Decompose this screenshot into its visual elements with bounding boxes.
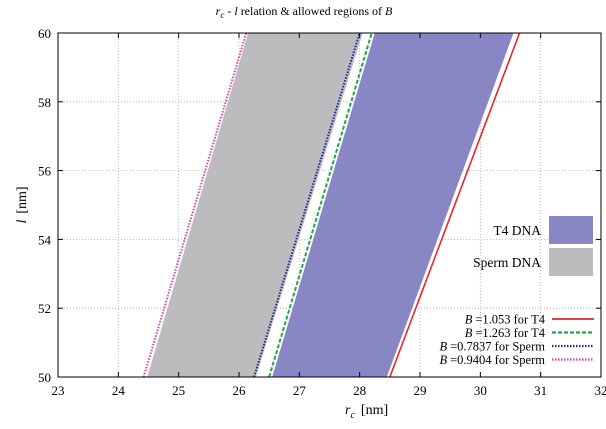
series-line-1 — [389, 32, 521, 378]
y-axis-label: l[nm] — [15, 186, 30, 223]
x-axis-label: rc [nm] — [345, 403, 388, 421]
chart-title: rc - l relation & allowed regions of B — [216, 4, 393, 20]
shaded-regions — [147, 33, 514, 377]
series-lines — [142, 32, 521, 378]
legend-label-line: B =1.263 for T4 — [465, 326, 546, 340]
x-tick-label: 23 — [52, 383, 65, 398]
legend-label-line: B =0.7837 for Sperm — [439, 340, 545, 354]
legend-label-region: Sperm DNA — [473, 255, 541, 270]
x-tick-label: 30 — [474, 383, 487, 398]
x-tick-label: 28 — [353, 383, 366, 398]
y-tick-label: 52 — [38, 301, 51, 316]
y-tick-label: 50 — [38, 370, 51, 385]
legend-label-line: B =1.053 for T4 — [465, 313, 546, 327]
x-tick-label: 31 — [534, 383, 547, 398]
legend: T4 DNA Sperm DNA B =1.053 for T4B =1.263 for… — [439, 216, 594, 367]
x-tick-label: 24 — [112, 383, 126, 398]
legend-swatch-region — [549, 216, 593, 244]
x-tick-label: 29 — [414, 383, 427, 398]
legend-label-line: B =0.9404 for Sperm — [439, 353, 545, 367]
y-tick-label: 58 — [38, 95, 51, 110]
x-tick-label: 27 — [293, 383, 307, 398]
legend-label-region: T4 DNA — [493, 223, 541, 238]
x-tick-label: 32 — [595, 383, 606, 398]
axis-ticks: 23 24 25 26 27 28 29 30 31 32 50 52 54 56 58 60 — [38, 26, 606, 398]
region-t4-dna — [272, 33, 514, 377]
y-tick-label: 56 — [38, 164, 52, 179]
legend-swatch-region — [549, 248, 593, 276]
y-tick-label: 54 — [38, 232, 52, 247]
x-tick-label: 25 — [172, 383, 185, 398]
plot-frame — [57, 32, 602, 378]
x-tick-label: 26 — [233, 383, 247, 398]
region-sperm-dna — [147, 33, 363, 377]
y-tick-label: 60 — [38, 26, 51, 41]
